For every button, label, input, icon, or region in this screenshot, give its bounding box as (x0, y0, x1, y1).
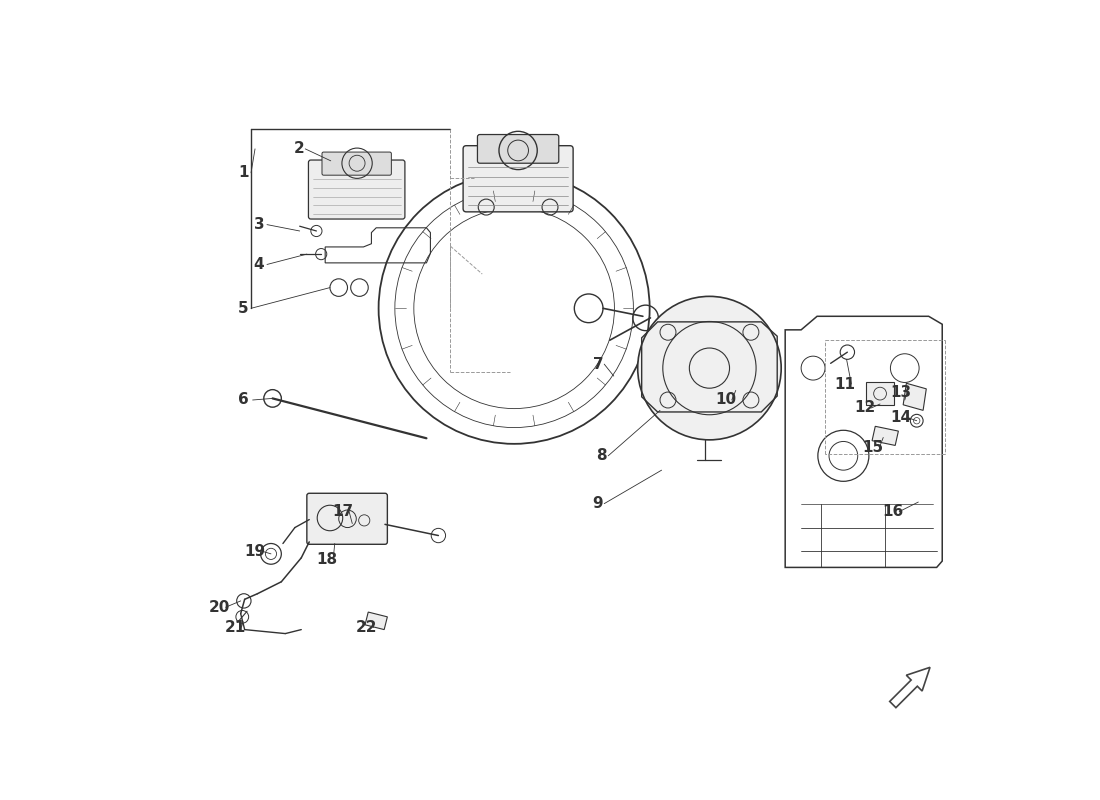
Text: 17: 17 (332, 504, 353, 519)
FancyBboxPatch shape (322, 152, 392, 175)
Text: 20: 20 (209, 600, 230, 614)
Polygon shape (365, 612, 387, 630)
Polygon shape (890, 667, 930, 708)
FancyBboxPatch shape (463, 146, 573, 212)
Circle shape (638, 296, 781, 440)
Text: 4: 4 (254, 257, 264, 272)
Text: 8: 8 (596, 448, 607, 463)
Text: 22: 22 (356, 620, 377, 634)
Text: 13: 13 (890, 385, 911, 399)
FancyBboxPatch shape (308, 160, 405, 219)
Text: 14: 14 (890, 410, 911, 425)
Text: 7: 7 (593, 357, 603, 372)
Text: 18: 18 (316, 552, 338, 567)
Text: 10: 10 (715, 393, 736, 407)
Text: 21: 21 (224, 620, 245, 634)
Text: 2: 2 (294, 142, 305, 156)
FancyBboxPatch shape (307, 494, 387, 544)
Polygon shape (903, 383, 926, 410)
Text: 9: 9 (593, 496, 603, 511)
Text: 1: 1 (238, 166, 249, 180)
Polygon shape (872, 426, 899, 446)
Text: 15: 15 (862, 440, 883, 455)
Text: 19: 19 (244, 544, 265, 559)
Text: 6: 6 (238, 393, 249, 407)
FancyBboxPatch shape (477, 134, 559, 163)
Text: 5: 5 (238, 301, 249, 316)
Polygon shape (866, 382, 894, 405)
Text: 16: 16 (882, 504, 903, 519)
Text: 12: 12 (855, 401, 876, 415)
Text: 11: 11 (835, 377, 856, 391)
Text: 3: 3 (254, 217, 264, 232)
